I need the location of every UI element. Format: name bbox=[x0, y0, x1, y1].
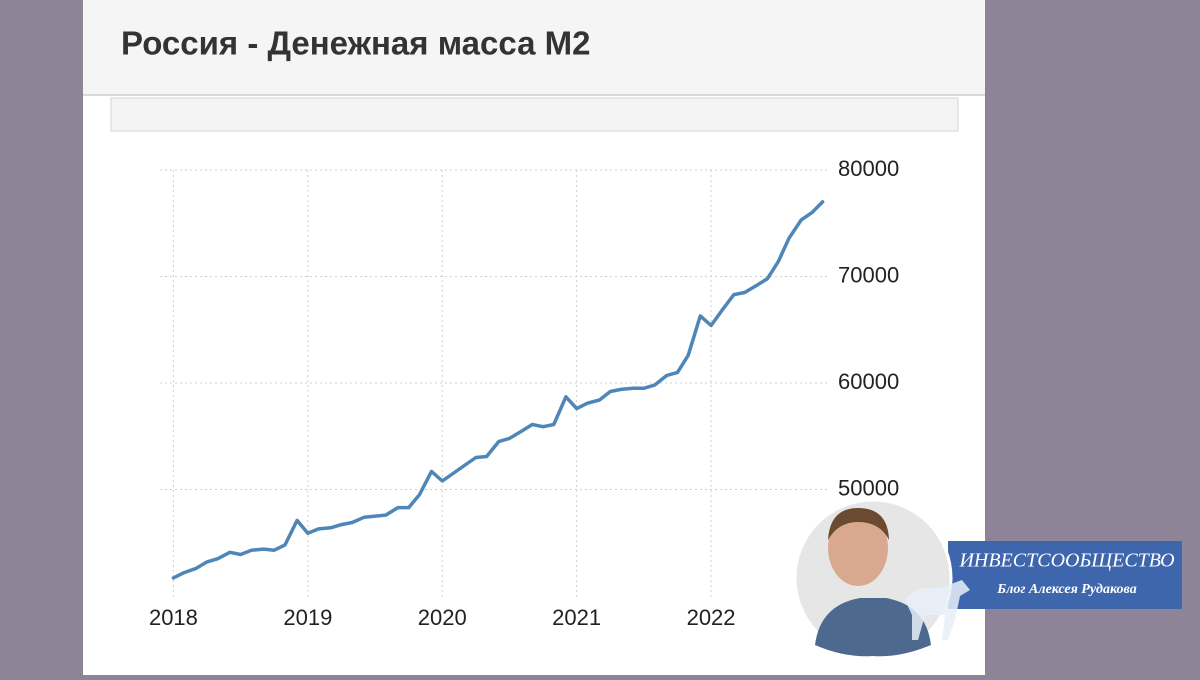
x-tick-label: 2019 bbox=[283, 605, 332, 630]
badge-box bbox=[948, 541, 1182, 609]
y-tick-label: 50000 bbox=[838, 475, 899, 500]
badge-title: ИНВЕСТСООБЩЕСТВО bbox=[958, 550, 1174, 572]
chart-title: Россия - Денежная масса M2 bbox=[121, 25, 591, 62]
x-tick-label: 2021 bbox=[552, 605, 601, 630]
y-tick-label: 80000 bbox=[838, 156, 899, 181]
x-tick-label: 2022 bbox=[687, 605, 736, 630]
y-tick-label: 60000 bbox=[838, 369, 899, 394]
y-tick-label: 70000 bbox=[838, 262, 899, 287]
toolbar bbox=[110, 97, 959, 132]
data-line bbox=[171, 200, 825, 580]
x-tick-label: 2020 bbox=[418, 605, 467, 630]
header bbox=[83, 0, 985, 95]
bull-icon bbox=[905, 580, 970, 640]
avatar-hair bbox=[828, 508, 889, 540]
avatar-head bbox=[828, 510, 888, 586]
badge: ИНВЕСТСООБЩЕСТВО Блог Алексея Рудакова bbox=[793, 498, 1182, 658]
avatar-body bbox=[815, 598, 931, 657]
badge-subtitle: Блог Алексея Рудакова bbox=[996, 582, 1136, 597]
x-tick-label: 2018 bbox=[149, 605, 198, 630]
plot: 50000 60000 70000 80000 2018 2019 2020 2021 2022 bbox=[149, 156, 899, 630]
